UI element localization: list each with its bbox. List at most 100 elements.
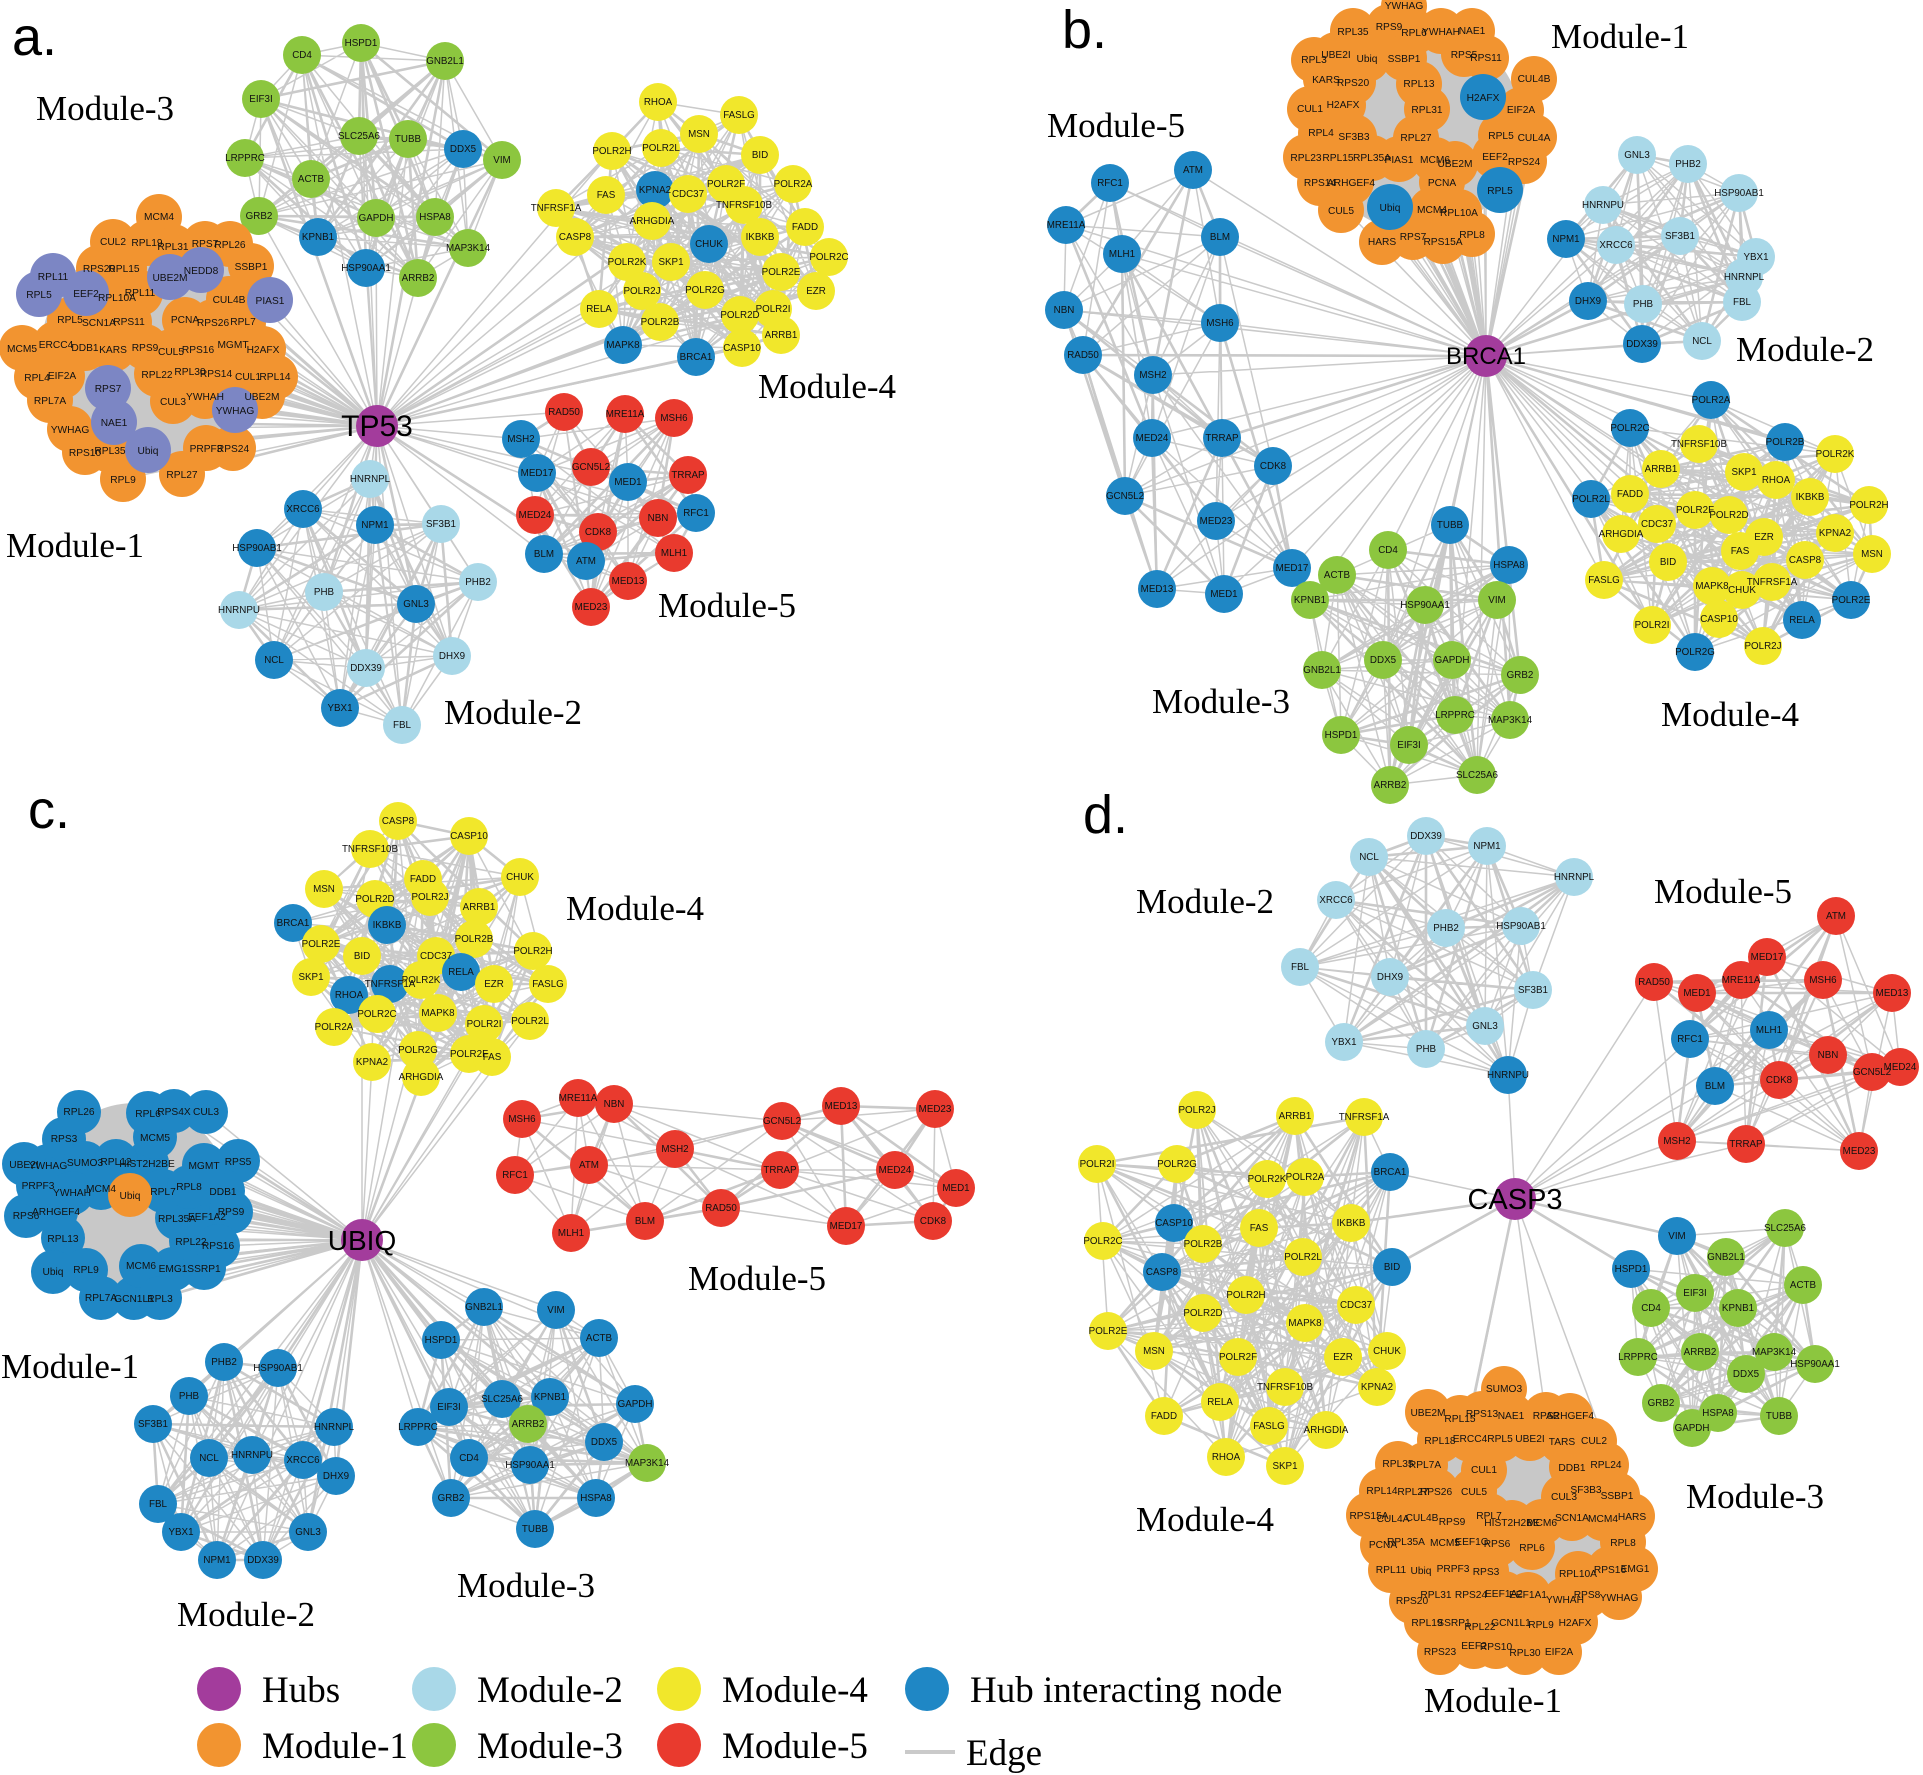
svg-text:SF3B3: SF3B3 [1338,132,1369,143]
svg-text:CD4: CD4 [1378,545,1398,556]
svg-text:RAD50: RAD50 [1638,977,1670,988]
svg-text:MED1: MED1 [614,477,641,488]
svg-text:SF3B1: SF3B1 [426,519,456,530]
svg-text:CDK8: CDK8 [1766,1075,1793,1086]
svg-text:MSH6: MSH6 [660,413,688,424]
svg-text:POLR2C: POLR2C [1610,423,1649,434]
svg-text:CUL2: CUL2 [100,237,126,248]
svg-text:RPL19: RPL19 [1411,1618,1442,1629]
svg-text:Module-1: Module-1 [1,1347,139,1386]
svg-text:Module-3: Module-3 [477,1726,623,1767]
svg-text:POLR2H: POLR2H [592,146,631,157]
svg-text:SSRP1: SSRP1 [1437,1618,1471,1629]
svg-text:POLR2J: POLR2J [411,892,448,903]
svg-text:IKBKB: IKBKB [1796,492,1825,503]
svg-text:TUBB: TUBB [395,134,422,145]
svg-text:MCM5: MCM5 [7,344,37,355]
svg-text:RPL4: RPL4 [24,373,50,384]
svg-text:Module-5: Module-5 [1047,106,1185,145]
svg-text:POLR2B: POLR2B [641,317,680,328]
svg-text:XRCC6: XRCC6 [286,504,320,515]
svg-text:CD4: CD4 [292,50,312,61]
svg-text:POLR2C: POLR2C [809,252,848,263]
svg-text:EIF2A: EIF2A [1507,105,1536,116]
svg-text:RPL6: RPL6 [135,1109,161,1120]
svg-text:RPL11: RPL11 [125,288,156,299]
svg-text:GNL3: GNL3 [403,599,429,610]
svg-text:LRPPRC: LRPPRC [398,1422,438,1433]
svg-text:ARRB2: ARRB2 [1374,780,1407,791]
svg-text:MSN: MSN [1861,549,1883,560]
svg-text:DDB1: DDB1 [71,343,99,354]
svg-text:POLR2J: POLR2J [1744,641,1781,652]
svg-text:DDX39: DDX39 [1626,339,1658,350]
svg-text:MED13: MED13 [825,1101,858,1112]
svg-text:HSP90AB1: HSP90AB1 [232,543,282,554]
svg-text:GNL3: GNL3 [295,1527,321,1538]
svg-text:RPL31: RPL31 [1411,105,1442,116]
svg-text:SKP1: SKP1 [298,972,323,983]
svg-text:DDX39: DDX39 [247,1555,279,1566]
svg-text:Module-4: Module-4 [722,1670,868,1711]
svg-text:NAE1: NAE1 [1459,26,1486,37]
svg-text:MSH2: MSH2 [1663,1136,1690,1147]
svg-text:RPS2: RPS2 [1533,1411,1560,1422]
svg-text:MAP3K14: MAP3K14 [446,243,491,254]
svg-text:MED24: MED24 [519,510,552,521]
svg-text:BRCA1: BRCA1 [1374,1167,1407,1178]
svg-text:RPL26: RPL26 [63,1107,94,1118]
svg-text:CDC37: CDC37 [1340,1300,1372,1311]
svg-text:RPS10: RPS10 [1480,1642,1513,1653]
svg-text:CUL4B: CUL4B [1518,74,1551,85]
svg-text:MAPK8: MAPK8 [1695,581,1729,592]
svg-text:KPNA2: KPNA2 [356,1057,388,1068]
svg-text:CDK8: CDK8 [920,1216,947,1227]
svg-text:Ubiq: Ubiq [1357,54,1378,65]
svg-text:KPNA2: KPNA2 [1819,528,1851,539]
svg-text:CUL5: CUL5 [1328,206,1354,217]
svg-text:RPL4: RPL4 [1308,128,1334,139]
svg-text:MRE11A: MRE11A [559,1093,598,1104]
svg-text:DHX9: DHX9 [439,651,465,662]
svg-text:YBX1: YBX1 [327,703,352,714]
svg-text:MAP3K14: MAP3K14 [1488,715,1533,726]
svg-text:SLC25A6: SLC25A6 [481,1394,523,1405]
svg-text:SSBP1: SSBP1 [1388,54,1421,65]
svg-text:MSN: MSN [688,129,710,140]
svg-text:RPS15A: RPS15A [1349,1511,1388,1522]
svg-text:PIAS1: PIAS1 [256,296,285,307]
svg-text:LRPPRC: LRPPRC [1435,710,1475,721]
svg-text:RPS16: RPS16 [202,1241,235,1252]
svg-text:POLR2D: POLR2D [1709,510,1748,521]
svg-text:HARS: HARS [1618,1512,1647,1523]
svg-text:EIF3I: EIF3I [249,94,272,105]
svg-text:BRCA1: BRCA1 [277,918,310,929]
svg-text:CUL4B: CUL4B [213,295,246,306]
svg-text:CDC37: CDC37 [1641,519,1673,530]
svg-text:POLR2A: POLR2A [1692,395,1731,406]
svg-text:CHUK: CHUK [1728,585,1756,596]
svg-text:RPS7: RPS7 [1400,232,1427,243]
svg-text:VIM: VIM [493,155,510,166]
svg-text:HARS: HARS [1368,237,1397,248]
svg-text:MRE11A: MRE11A [606,409,645,420]
svg-text:SF3B1: SF3B1 [1518,985,1548,996]
svg-text:d.: d. [1083,785,1128,845]
svg-text:FASLG: FASLG [532,979,564,990]
svg-text:HSP90AA1: HSP90AA1 [341,263,391,274]
svg-text:YWHAG: YWHAG [216,406,255,417]
svg-text:Module-1: Module-1 [6,526,144,565]
svg-text:NPM1: NPM1 [203,1555,230,1566]
svg-text:EEF2: EEF2 [1482,152,1508,163]
svg-text:YWHAG: YWHAG [29,1161,68,1172]
svg-text:ERCC4: ERCC4 [1453,1434,1488,1445]
svg-text:TNFRSF1A: TNFRSF1A [1747,577,1798,588]
svg-text:H2AFX: H2AFX [1467,93,1500,104]
svg-text:SKP1: SKP1 [658,257,683,268]
svg-text:RPS4X: RPS4X [157,1107,191,1118]
svg-text:Module-5: Module-5 [1654,872,1792,911]
svg-text:EEF1A2: EEF1A2 [1485,1589,1523,1600]
svg-text:DDX5: DDX5 [1733,1369,1760,1380]
svg-text:SF3B1: SF3B1 [1665,231,1695,242]
svg-text:GCN1L1: GCN1L1 [1491,1618,1531,1629]
